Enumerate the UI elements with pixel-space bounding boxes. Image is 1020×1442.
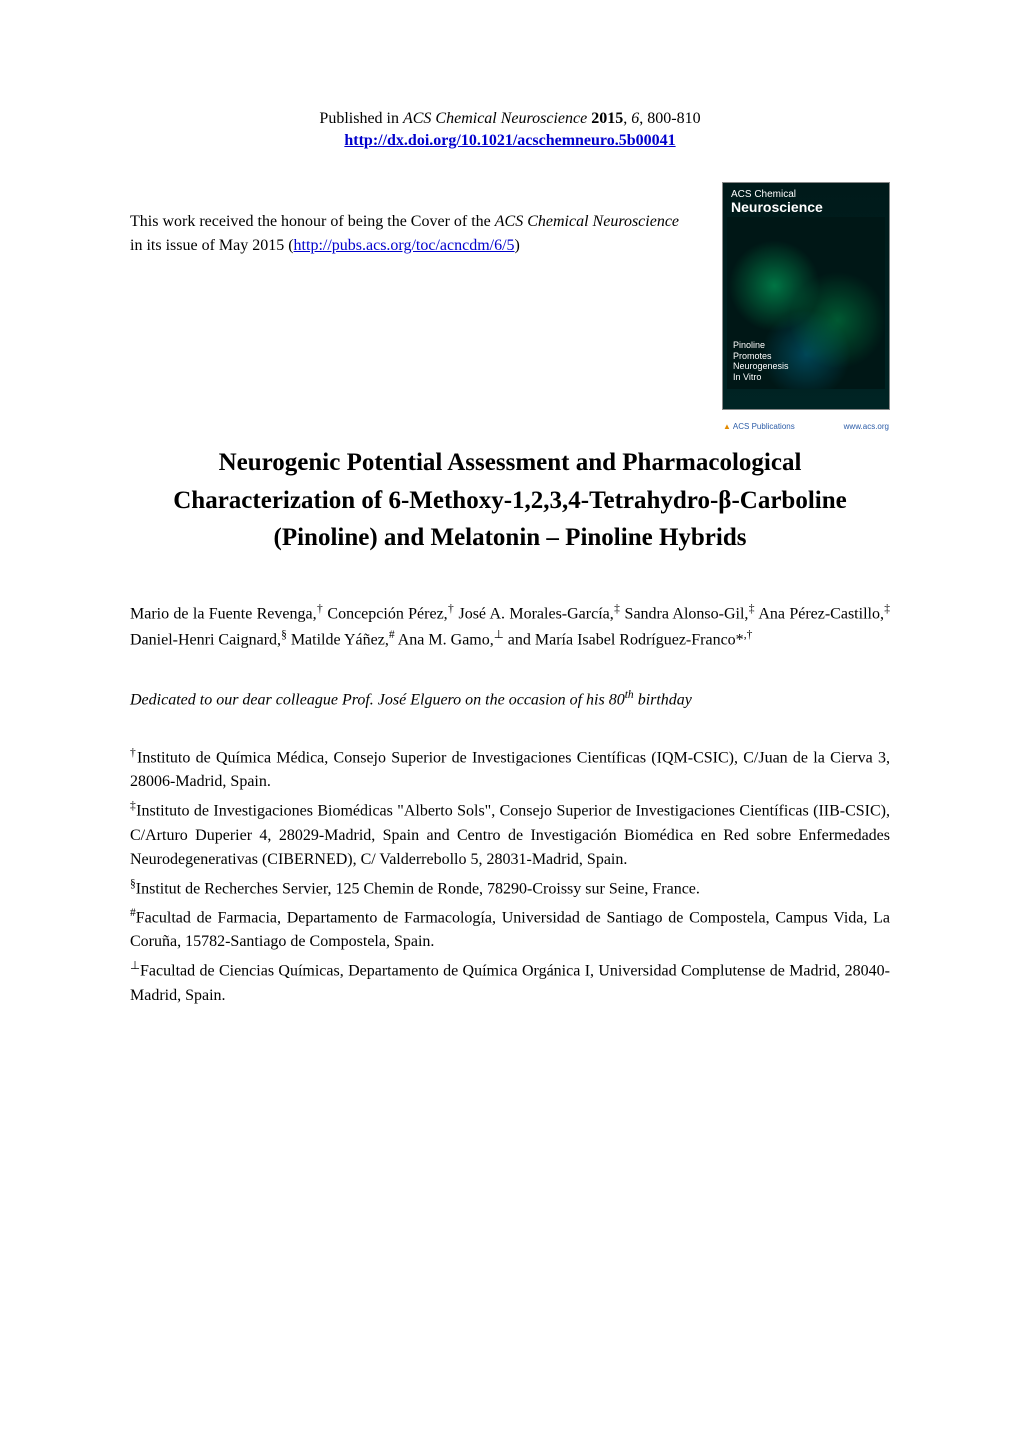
dedication: Dedicated to our dear colleague Prof. Jo… [130, 689, 890, 709]
author-list: Mario de la Fuente Revenga,† Concepción … [130, 601, 890, 653]
doi-link[interactable]: http://dx.doi.org/10.1021/acschemneuro.5… [344, 132, 675, 149]
author-9-sup: ,† [744, 629, 753, 641]
cover-footer-right: www.acs.org [844, 422, 889, 431]
pub-year: 2015 [591, 110, 623, 127]
author-4-sup: ‡ [748, 603, 754, 615]
author-7-sup: # [389, 629, 395, 641]
author-2-sup: † [448, 603, 454, 615]
page: Published in ACS Chemical Neuroscience 2… [0, 0, 1020, 1442]
author-2: Concepción Pérez, [327, 605, 447, 622]
affiliation-5: ⊥Facultad de Ciencias Químicas, Departam… [130, 958, 890, 1007]
author-1: Mario de la Fuente Revenga, [130, 605, 317, 622]
author-5-sup: ‡ [884, 603, 890, 615]
author-7: Matilde Yáñez, [291, 631, 389, 648]
dedication-sup: th [625, 689, 634, 701]
affiliation-2-text: Instituto de Investigaciones Biomédicas … [130, 803, 890, 868]
author-1-sup: † [317, 603, 323, 615]
cover-brand-sub: Neuroscience [731, 200, 881, 215]
cover-footer: ACS Publications www.acs.org [723, 422, 889, 431]
cover-footer-left: ACS Publications [723, 422, 795, 431]
dedication-post: birthday [634, 691, 692, 708]
author-5: Ana Pérez-Castillo, [758, 605, 884, 622]
affiliation-1: †Instituto de Química Médica, Consejo Su… [130, 745, 890, 794]
toc-link[interactable]: http://pubs.acs.org/toc/acncdm/6/5 [294, 237, 515, 254]
author-3-sup: ‡ [614, 603, 620, 615]
affiliation-5-sup: ⊥ [130, 960, 140, 972]
pub-prefix: Published in [319, 110, 403, 127]
affiliation-4: #Facultad de Farmacia, Departamento de F… [130, 905, 890, 954]
journal-cover-thumbnail: ACS Chemical Neuroscience Pinoline Promo… [722, 182, 890, 410]
cover-note-text: This work received the honour of being t… [130, 182, 692, 258]
cover-caption: Pinoline Promotes Neurogenesis In Vitro [733, 340, 789, 383]
affiliation-1-text: Instituto de Química Médica, Consejo Sup… [130, 749, 890, 790]
cover-note-line1: This work received the honour of being t… [130, 213, 495, 230]
cover-brand: ACS Chemical Neuroscience [731, 189, 881, 215]
cover-note-line3: ) [515, 237, 520, 254]
cover-note-journal: ACS Chemical Neuroscience [495, 213, 679, 230]
pub-pages: 800-810 [647, 110, 700, 127]
affiliation-5-text: Facultad de Ciencias Químicas, Departame… [130, 963, 890, 1004]
cover-note-line2: in its issue of May 2015 ( [130, 237, 294, 254]
cover-note-row: This work received the honour of being t… [130, 182, 890, 410]
author-8-sup: ⊥ [494, 629, 504, 641]
paper-title: Neurogenic Potential Assessment and Phar… [130, 444, 890, 557]
author-6-sup: § [281, 629, 287, 641]
dedication-pre: Dedicated to our dear colleague Prof. Jo… [130, 691, 625, 708]
author-4: Sandra Alonso-Gil, [625, 605, 749, 622]
author-3: José A. Morales-García, [458, 605, 613, 622]
doi-line: http://dx.doi.org/10.1021/acschemneuro.5… [130, 132, 890, 150]
affiliation-2: ‡Instituto de Investigaciones Biomédicas… [130, 798, 890, 871]
pub-journal: ACS Chemical Neuroscience [403, 110, 587, 127]
affiliation-1-sup: † [130, 747, 137, 759]
author-9: and María Isabel Rodríguez-Franco* [508, 631, 744, 648]
publication-line: Published in ACS Chemical Neuroscience 2… [130, 110, 890, 128]
author-6: Daniel-Henri Caignard, [130, 631, 281, 648]
affiliation-4-text: Facultad de Farmacia, Departamento de Fa… [130, 909, 890, 950]
affiliation-3: §Institut de Recherches Servier, 125 Che… [130, 876, 890, 901]
affiliation-3-text: Institut de Recherches Servier, 125 Chem… [136, 880, 700, 897]
author-8: Ana M. Gamo, [398, 631, 494, 648]
